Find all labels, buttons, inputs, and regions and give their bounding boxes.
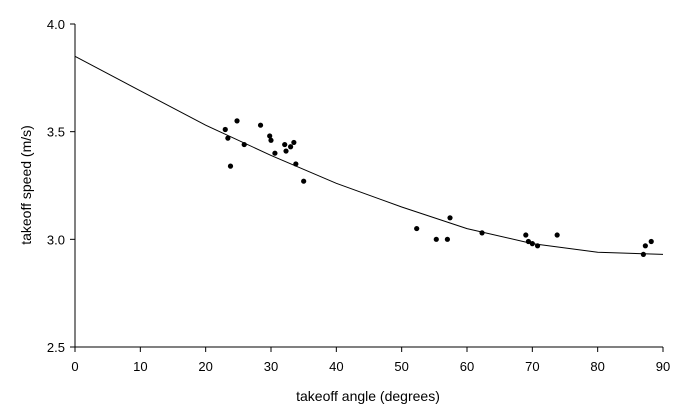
x-tick-label: 40 <box>329 359 343 374</box>
data-point <box>433 236 439 242</box>
fit-curve-layer <box>74 55 664 255</box>
data-point <box>268 137 274 143</box>
x-tick-label: 60 <box>460 359 474 374</box>
data-point <box>479 230 485 236</box>
x-tick-label: 70 <box>525 359 539 374</box>
data-point <box>293 161 299 167</box>
data-point <box>291 139 297 146</box>
y-tick-label: 4.0 <box>47 17 65 32</box>
y-tick-label: 3.5 <box>47 125 65 140</box>
data-point <box>529 241 535 247</box>
data-point <box>648 238 654 245</box>
x-tick-label: 50 <box>394 359 408 374</box>
y-tick-label: 2.5 <box>47 340 65 355</box>
data-point <box>301 178 307 184</box>
data-point <box>272 150 278 156</box>
data-point <box>447 215 453 221</box>
x-tick-label: 10 <box>133 359 147 374</box>
data-point <box>444 236 450 242</box>
x-tick-label: 30 <box>264 359 278 374</box>
data-point <box>642 243 648 249</box>
data-point <box>222 126 228 133</box>
data-point <box>414 225 420 232</box>
data-point <box>283 148 289 154</box>
y-tick-label: 3.0 <box>47 232 65 247</box>
x-tick-label: 90 <box>656 359 670 374</box>
fit-curve-line <box>74 55 664 255</box>
data-point <box>267 133 273 139</box>
data-point <box>227 163 234 169</box>
data-point <box>288 144 294 150</box>
data-point <box>554 232 560 238</box>
data-points-layer <box>222 118 654 258</box>
x-tick-label: 80 <box>590 359 604 374</box>
x-tick-label: 0 <box>71 359 78 374</box>
data-point <box>534 243 541 249</box>
data-point <box>640 251 647 258</box>
data-point <box>241 141 247 148</box>
data-point <box>525 238 532 245</box>
data-point <box>225 135 231 141</box>
data-point <box>523 232 529 238</box>
tick-labels-layer: 2.5 3.0 3.5 4.0 0 10 20 30 40 50 60 70 80 90 <box>47 17 670 374</box>
x-axis-label: takeoff angle (degrees) <box>296 388 440 404</box>
x-tick-label: 20 <box>198 359 212 374</box>
y-axis-label: takeoff speed (m/s) <box>18 125 34 245</box>
axes-layer <box>70 23 664 352</box>
data-point <box>234 118 240 124</box>
data-point <box>257 122 264 128</box>
data-point <box>282 141 288 148</box>
